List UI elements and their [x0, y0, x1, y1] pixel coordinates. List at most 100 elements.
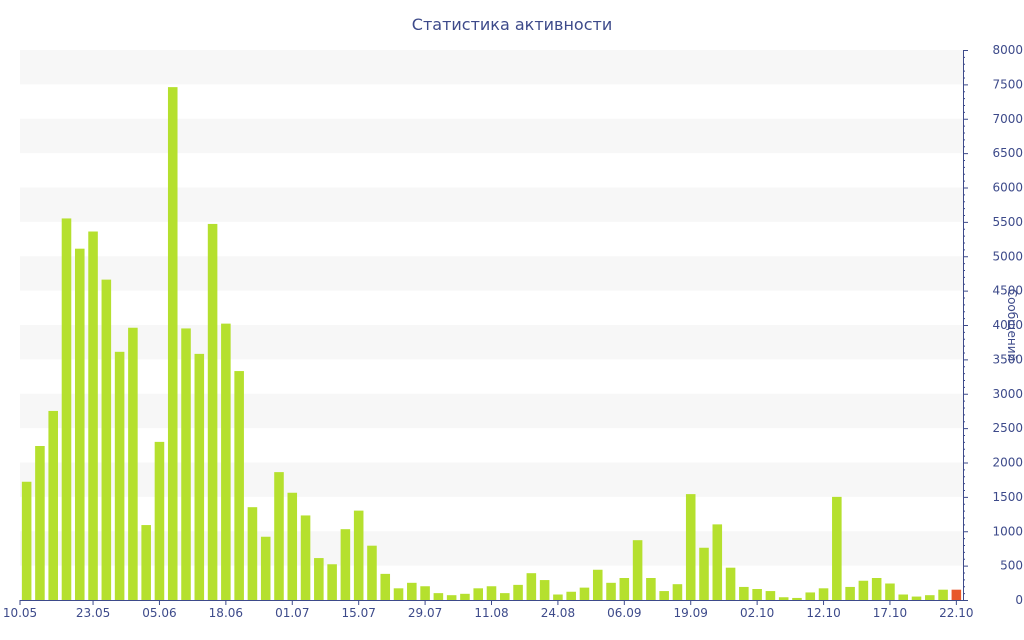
y-tick-label: 5500: [992, 215, 1023, 229]
bar-current[interactable]: [951, 589, 962, 600]
bar[interactable]: [792, 597, 802, 600]
x-tick-label: 06.09: [607, 606, 641, 620]
bar[interactable]: [778, 597, 789, 600]
bar[interactable]: [685, 494, 696, 600]
bar[interactable]: [367, 545, 377, 600]
bar[interactable]: [21, 481, 32, 600]
bar[interactable]: [141, 525, 151, 600]
bar[interactable]: [898, 594, 909, 601]
grid-band: [20, 256, 963, 291]
bar[interactable]: [154, 441, 165, 600]
bar[interactable]: [74, 248, 85, 600]
bar[interactable]: [460, 593, 470, 600]
bar[interactable]: [672, 584, 683, 600]
bar[interactable]: [646, 578, 656, 600]
bar[interactable]: [407, 582, 417, 600]
bar[interactable]: [712, 524, 723, 600]
x-tick-label: 18.06: [209, 606, 243, 620]
bar[interactable]: [500, 593, 510, 600]
bar[interactable]: [858, 580, 869, 600]
y-tick-label: 3000: [992, 387, 1023, 401]
bar[interactable]: [539, 580, 550, 600]
grid-band: [20, 118, 963, 154]
bar[interactable]: [114, 351, 125, 600]
bar[interactable]: [805, 592, 816, 600]
bar[interactable]: [61, 218, 72, 600]
bar[interactable]: [167, 87, 178, 600]
bar[interactable]: [446, 595, 457, 600]
bar[interactable]: [513, 584, 523, 600]
x-tick-label: 11.08: [474, 606, 508, 620]
bar[interactable]: [420, 586, 430, 600]
x-tick-label: 01.07: [275, 606, 309, 620]
x-tick-label: 02.10: [740, 606, 774, 620]
bar[interactable]: [88, 231, 98, 601]
bar[interactable]: [752, 589, 762, 600]
bar[interactable]: [579, 587, 590, 600]
y-tick-label: 0: [1015, 593, 1023, 607]
bar[interactable]: [393, 588, 404, 600]
bar[interactable]: [473, 588, 483, 600]
grid-band: [20, 393, 963, 429]
y-tick-label: 7000: [992, 112, 1023, 126]
x-tick-label: 17.10: [873, 606, 907, 620]
bars-group: [21, 87, 962, 601]
x-tick-label: 05.06: [142, 606, 176, 620]
bar[interactable]: [938, 589, 948, 600]
bar[interactable]: [526, 573, 537, 600]
bar[interactable]: [832, 496, 842, 600]
bar[interactable]: [300, 515, 311, 600]
bar[interactable]: [101, 279, 112, 600]
bar[interactable]: [221, 323, 231, 600]
bar[interactable]: [632, 540, 643, 600]
grid-band: [20, 325, 963, 360]
bar[interactable]: [739, 586, 749, 600]
bar[interactable]: [486, 586, 497, 600]
bar[interactable]: [659, 591, 669, 600]
bar[interactable]: [911, 596, 922, 600]
bar[interactable]: [340, 529, 351, 600]
bar[interactable]: [234, 371, 244, 600]
bar[interactable]: [287, 492, 298, 600]
bar[interactable]: [765, 591, 776, 600]
bar[interactable]: [48, 410, 58, 600]
y-tick-label: 6000: [992, 181, 1023, 195]
x-axis-ticks: 10.05 23.05 05.06 18.06 01.07 15.07 29.07 11.08…: [3, 600, 974, 620]
bar[interactable]: [35, 446, 45, 600]
bar[interactable]: [128, 327, 138, 600]
bar[interactable]: [433, 593, 444, 600]
y-tick-label: 2500: [992, 421, 1023, 435]
x-tick-label: 29.07: [408, 606, 442, 620]
bar[interactable]: [353, 510, 364, 600]
bar[interactable]: [553, 594, 563, 601]
bar[interactable]: [925, 595, 935, 600]
bar[interactable]: [845, 586, 855, 600]
bar[interactable]: [380, 573, 391, 600]
y-tick-label: 4000: [992, 318, 1023, 332]
bar[interactable]: [314, 558, 324, 600]
bar[interactable]: [619, 578, 630, 600]
y-tick-label: 3500: [992, 352, 1023, 366]
bar[interactable]: [871, 578, 882, 600]
x-tick-label: 10.05: [3, 606, 37, 620]
bar[interactable]: [327, 564, 337, 600]
y-axis-title: Сообщений: [1005, 289, 1019, 362]
bar[interactable]: [725, 567, 736, 600]
bar[interactable]: [592, 569, 603, 600]
y-tick-label: 1500: [992, 490, 1023, 504]
grid-band: [20, 187, 963, 222]
bar[interactable]: [207, 223, 218, 600]
bar[interactable]: [247, 507, 258, 600]
bar[interactable]: [274, 472, 284, 600]
y-tick-label: 5000: [992, 249, 1023, 263]
y-axis-ticks: 0 500 1000 1500 2000 2500 3000 3500 4000 4500 5000…: [963, 43, 1023, 607]
bar[interactable]: [181, 328, 191, 600]
x-tick-label: 19.09: [674, 606, 708, 620]
bar[interactable]: [818, 588, 829, 600]
bar[interactable]: [885, 583, 895, 601]
bar[interactable]: [194, 353, 205, 600]
bar[interactable]: [566, 591, 576, 600]
bar[interactable]: [699, 547, 709, 600]
bar[interactable]: [606, 582, 616, 600]
bar[interactable]: [260, 536, 271, 600]
